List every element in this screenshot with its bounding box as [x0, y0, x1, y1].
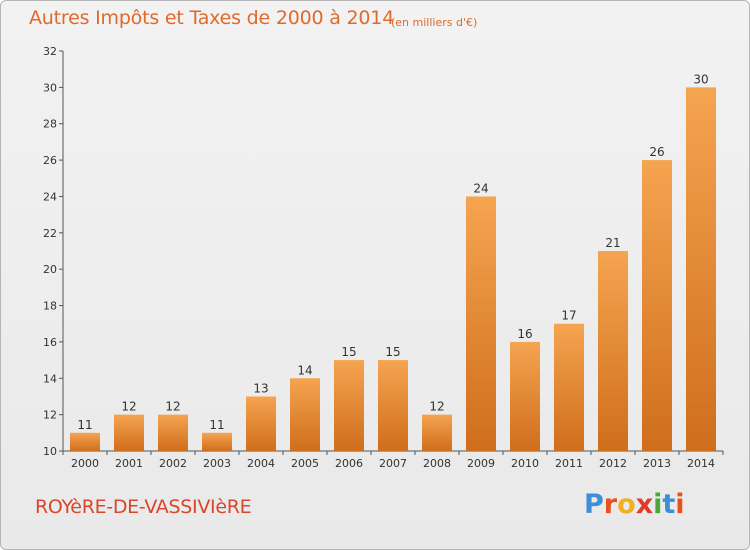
y-tick-label: 14 [43, 372, 57, 385]
y-tick-label: 12 [43, 409, 57, 422]
x-tick-label: 2008 [423, 457, 451, 470]
bar [334, 360, 364, 451]
data-label: 12 [429, 400, 444, 414]
y-tick-label: 16 [43, 336, 57, 349]
data-label: 14 [297, 363, 312, 377]
x-tick-label: 2009 [467, 457, 495, 470]
x-tick-label: 2014 [687, 457, 715, 470]
bar [686, 87, 716, 451]
logo-letter: t [662, 489, 676, 520]
x-tick-label: 2005 [291, 457, 319, 470]
data-label: 13 [253, 381, 268, 395]
data-label: 30 [693, 72, 708, 86]
bar [510, 341, 540, 451]
x-tick-label: 2010 [511, 457, 539, 470]
x-tick-label: 2012 [599, 457, 627, 470]
bars: 11 12 12 11 13 14 15 15 12 24 16 17 21 26 30 [70, 72, 716, 451]
logo-letter: x [635, 489, 654, 520]
bar [202, 432, 232, 451]
data-label: 11 [209, 418, 224, 432]
chart-title: Autres Impôts et Taxes de 2000 à 2014 [29, 7, 395, 29]
logo-letter: P [584, 489, 604, 520]
y-tick-label: 18 [43, 300, 57, 313]
data-label: 16 [517, 327, 532, 341]
x-tick-label: 2013 [643, 457, 671, 470]
bar [290, 378, 320, 451]
proxiti-logo: Proxiti [584, 489, 685, 520]
y-tick-label: 28 [43, 118, 57, 131]
bar [598, 251, 628, 451]
data-label: 17 [561, 309, 576, 323]
data-label: 15 [385, 345, 400, 359]
x-tick-label: 2011 [555, 457, 583, 470]
bar [422, 414, 452, 451]
logo-letter: r [603, 489, 618, 520]
bar [466, 196, 496, 451]
y-tick-label: 26 [43, 154, 57, 167]
x-tick-label: 2007 [379, 457, 407, 470]
bar [70, 432, 100, 451]
y-tick-label: 24 [43, 190, 57, 203]
y-tick-label: 22 [43, 227, 57, 240]
x-tick-label: 2006 [335, 457, 363, 470]
data-label: 12 [121, 400, 136, 414]
data-label: 21 [605, 236, 620, 250]
logo-letter: i [653, 489, 663, 520]
data-label: 12 [165, 400, 180, 414]
data-label: 11 [77, 418, 92, 432]
bar [158, 414, 188, 451]
x-tick-label: 2001 [115, 457, 143, 470]
commune-name: ROYèRE-DE-VASSIVIèRE [35, 496, 252, 518]
data-label: 26 [649, 145, 664, 159]
data-label: 15 [341, 345, 356, 359]
bar [642, 160, 672, 451]
y-tick-label: 20 [43, 263, 57, 276]
logo-letter: i [675, 489, 685, 520]
y-tick-label: 10 [43, 445, 57, 458]
y-tick-label: 30 [43, 81, 57, 94]
y-tick-label: 32 [43, 45, 57, 58]
bar [378, 360, 408, 451]
x-tick-label: 2000 [71, 457, 99, 470]
data-label: 24 [473, 181, 488, 195]
chart-subtitle: (en milliers d'€) [391, 16, 478, 29]
x-tick-label: 2004 [247, 457, 275, 470]
x-tick-label: 2002 [159, 457, 187, 470]
bar [246, 396, 276, 451]
logo-letter: o [617, 489, 636, 520]
bar [114, 414, 144, 451]
x-tick-label: 2003 [203, 457, 231, 470]
bar [554, 323, 584, 451]
